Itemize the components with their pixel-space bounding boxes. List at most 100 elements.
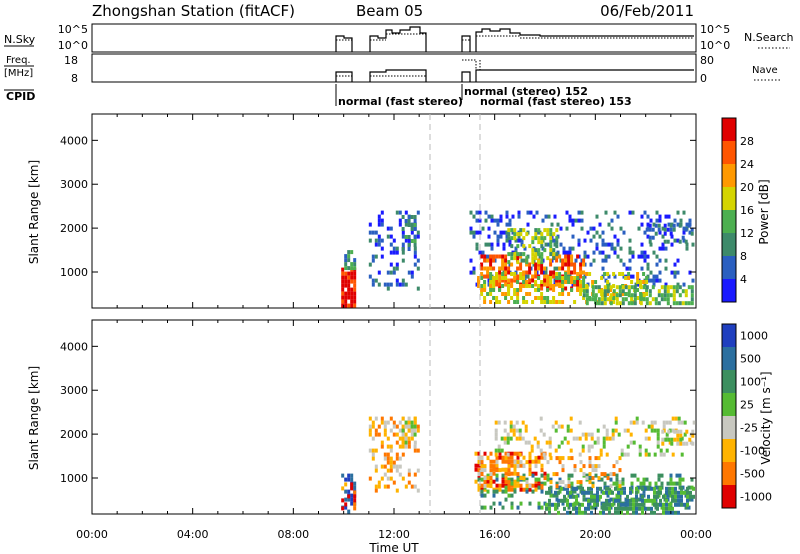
velocity-cell <box>501 483 505 488</box>
power-cell <box>552 270 556 275</box>
velocity-cell <box>664 437 668 442</box>
velocity-cell <box>677 498 680 503</box>
power-cell <box>513 288 517 292</box>
velocity-cell <box>486 479 490 484</box>
velocity-cell <box>506 452 510 457</box>
velocity-cell <box>602 436 606 441</box>
power-cell <box>643 282 647 287</box>
velocity-cell <box>591 484 595 489</box>
velocity-cell <box>588 472 592 477</box>
power-cell <box>673 238 677 243</box>
velocity-cell <box>528 451 532 456</box>
power-cell <box>633 293 637 298</box>
velocity-cell <box>489 451 493 456</box>
power-cell <box>594 285 598 290</box>
velocity-cell <box>410 436 414 441</box>
velocity-cell <box>660 473 664 478</box>
power-cell <box>666 227 670 232</box>
power-cell <box>600 301 604 306</box>
power-colorbar-tick: 12 <box>740 227 754 240</box>
power-cell <box>534 266 538 271</box>
velocity-cell <box>497 420 501 425</box>
velocity-cell <box>632 502 635 507</box>
power-cell <box>383 282 387 287</box>
power-cell <box>523 246 527 251</box>
velocity-cell <box>689 490 692 495</box>
power-cell <box>603 272 607 276</box>
power-cell <box>582 258 586 263</box>
power-cell <box>601 242 605 247</box>
nsky-label: N.Sky <box>4 33 36 46</box>
velocity-cell <box>548 436 552 441</box>
power-cell <box>531 248 535 253</box>
velocity-cell <box>661 441 665 446</box>
velocity-cell <box>528 459 532 464</box>
power-cell <box>571 234 575 239</box>
velocity-cell <box>676 429 680 434</box>
velocity-cell <box>383 452 387 457</box>
velocity-cell <box>477 468 481 473</box>
velocity-cell <box>371 456 375 461</box>
velocity-cell <box>674 416 678 421</box>
power-cell <box>564 286 568 291</box>
power-cell <box>540 240 544 245</box>
velocity-cell <box>516 479 520 484</box>
power-cell <box>413 254 417 259</box>
power-cell <box>678 293 682 298</box>
power-cell <box>516 296 520 300</box>
velocity-cell <box>368 476 372 481</box>
power-cell <box>543 236 547 241</box>
velocity-ytick-label: 2000 <box>60 428 88 441</box>
velocity-cell <box>635 502 638 507</box>
velocity-cell <box>623 486 626 491</box>
power-cell <box>540 232 544 237</box>
power-cell <box>508 238 512 243</box>
power-cell <box>501 272 505 276</box>
velocity-cell <box>578 502 581 507</box>
power-cell <box>640 254 644 259</box>
velocity-colorbar-swatch <box>722 485 736 509</box>
velocity-cell <box>578 506 581 511</box>
velocity-cell <box>395 464 399 469</box>
velocity-cell <box>582 464 586 469</box>
power-colorbar-tick: 24 <box>740 158 754 171</box>
velocity-cell <box>581 502 584 507</box>
power-cell <box>565 226 569 231</box>
velocity-cell <box>533 436 537 441</box>
mode-change-lines <box>429 114 481 514</box>
power-cell <box>347 266 351 271</box>
power-cell <box>522 228 526 233</box>
power-cell <box>522 252 526 257</box>
power-cell <box>651 227 655 232</box>
power-cell <box>371 278 375 283</box>
velocity-cell <box>582 472 586 477</box>
velocity-cell <box>596 486 599 491</box>
nsky-tick-top: 10^5 <box>58 23 88 36</box>
power-cell <box>529 210 533 215</box>
power-cell <box>597 297 601 302</box>
power-cell <box>483 300 487 304</box>
power-cell <box>597 301 601 306</box>
power-cell <box>516 260 520 265</box>
power-cell <box>499 214 503 219</box>
velocity-cell <box>650 510 653 515</box>
power-cell <box>407 219 411 223</box>
velocity-cell <box>591 468 595 473</box>
velocity-cell <box>593 494 596 499</box>
power-cell <box>555 272 559 276</box>
velocity-cell <box>605 436 609 441</box>
power-cell <box>475 242 479 247</box>
power-cell <box>493 218 497 223</box>
power-cell <box>413 227 417 231</box>
velocity-cell <box>350 493 354 498</box>
velocity-cell <box>524 440 528 445</box>
velocity-cell <box>522 455 526 460</box>
power-cell <box>616 214 620 219</box>
power-cell <box>664 214 668 219</box>
power-ylabel: Slant Range [km] <box>27 160 41 264</box>
velocity-cell <box>410 484 414 489</box>
power-cell <box>568 250 572 255</box>
velocity-cell <box>665 490 668 495</box>
velocity-cell <box>561 468 565 473</box>
